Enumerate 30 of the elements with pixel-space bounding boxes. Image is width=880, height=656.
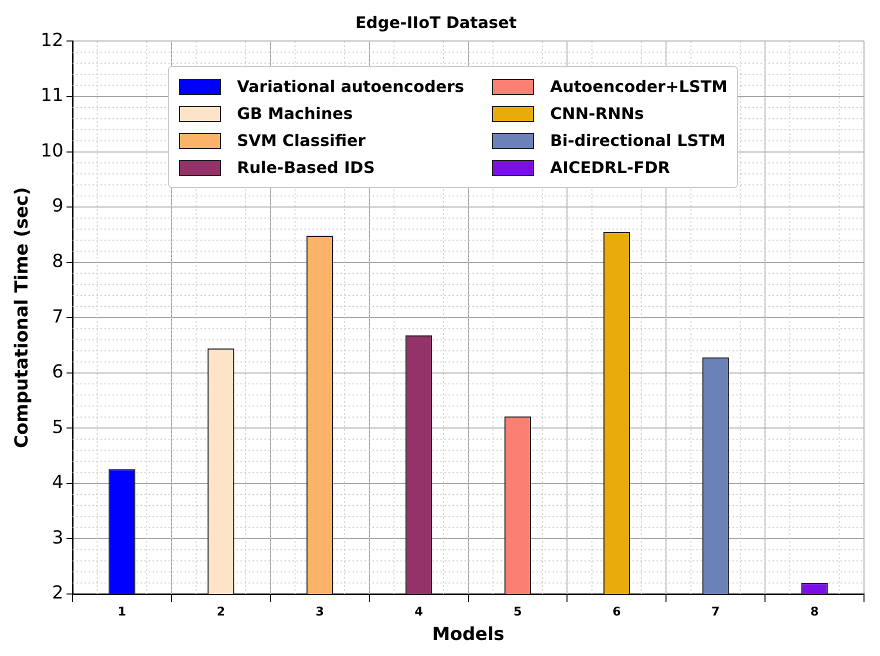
x-tick-label: 8 xyxy=(810,604,819,618)
y-tick-label: 12 xyxy=(40,30,64,51)
legend-label: Autoencoder+LSTM xyxy=(550,77,728,96)
y-tick-label: 5 xyxy=(52,416,64,438)
y-tick-label: 2 xyxy=(52,582,64,604)
x-tick-label: 1 xyxy=(118,604,126,618)
x-tick-label: 7 xyxy=(711,604,720,618)
y-axis-title: Computational Time (sec) xyxy=(11,187,32,448)
legend-label: AICEDRL-FDR xyxy=(550,158,670,177)
x-tick-label: 2 xyxy=(216,604,226,618)
x-tick-label: 5 xyxy=(514,604,522,618)
y-tick-label: 3 xyxy=(52,527,64,548)
y-tick-label: 7 xyxy=(52,306,64,328)
legend-label: Rule-Based IDS xyxy=(237,158,375,177)
legend-label: Variational autoencoders xyxy=(237,77,464,96)
y-tick-label: 10 xyxy=(40,140,64,162)
x-tick-label: 3 xyxy=(316,604,324,618)
x-tick-label: 6 xyxy=(612,604,621,618)
y-tick-label: 8 xyxy=(52,250,64,272)
x-axis-title: Models xyxy=(432,624,504,645)
legend-label: Bi-directional LSTM xyxy=(550,131,726,150)
y-tick-label: 11 xyxy=(40,85,64,106)
y-tick-label: 4 xyxy=(52,472,64,494)
legend-label: SVM Classifier xyxy=(237,131,366,150)
y-tick-label: 6 xyxy=(52,362,64,383)
legend-label: CNN-RNNs xyxy=(550,104,644,123)
legend-label: GB Machines xyxy=(237,104,353,123)
chart-title: Edge-IIoT Dataset xyxy=(355,12,517,32)
y-tick-label: 9 xyxy=(52,196,64,217)
x-tick-label: 4 xyxy=(414,604,423,618)
